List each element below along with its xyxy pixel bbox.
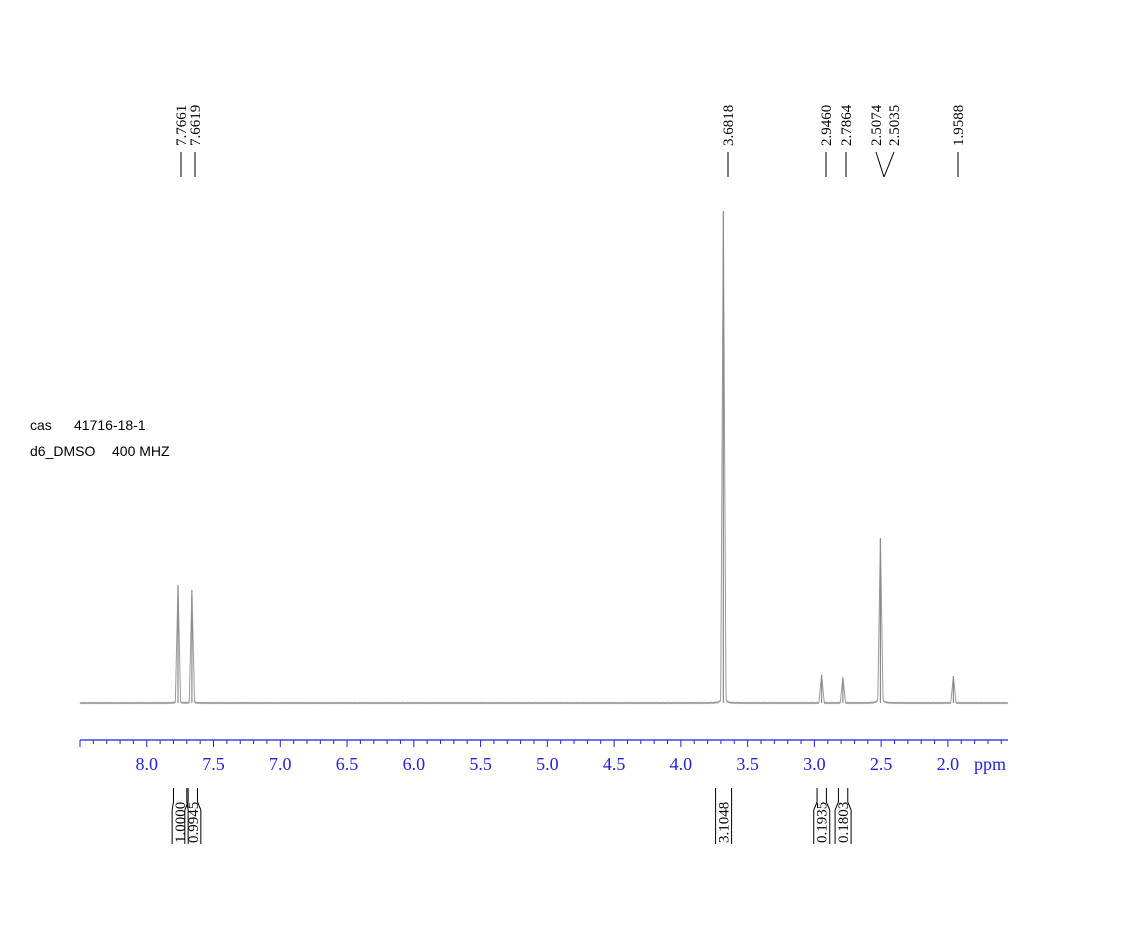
x-tick-label: 6.5 [336, 754, 359, 774]
peak-label: 3.6818 [721, 105, 737, 146]
peak-label: 2.5074 [869, 104, 885, 146]
x-tick-label: 2.0 [937, 754, 960, 774]
peak-label-tick [875, 151, 885, 178]
x-tick-label: 5.0 [536, 754, 559, 774]
frequency-label: 400 MHZ [112, 443, 170, 459]
integral-bracket [834, 788, 839, 811]
integral-value: 0.1935 [815, 802, 831, 843]
peak-label-tick [883, 151, 895, 178]
x-tick-label: 3.0 [803, 754, 826, 774]
peak-label: 2.7864 [839, 104, 855, 146]
cas-number: 41716-18-1 [74, 417, 146, 433]
x-axis-label: ppm [974, 754, 1006, 774]
integral-value: 3.1048 [717, 802, 733, 843]
x-tick-label: 4.0 [670, 754, 693, 774]
peak-label: 7.7661 [174, 105, 190, 146]
peak-label: 2.9460 [819, 105, 835, 146]
integral-value: 0.1803 [836, 802, 852, 843]
cas-label: cas [30, 417, 52, 433]
integral-bracket [171, 788, 174, 811]
peak-label: 2.5035 [887, 105, 903, 146]
x-tick-label: 3.5 [736, 754, 759, 774]
spectrum-trace [79, 213, 1009, 705]
x-tick-label: 7.0 [269, 754, 292, 774]
integral-bracket [186, 788, 189, 811]
x-tick-label: 5.5 [469, 754, 492, 774]
x-tick-label: 8.0 [136, 754, 159, 774]
solvent-label: d6_DMSO [30, 443, 96, 459]
x-tick-label: 7.5 [202, 754, 225, 774]
x-tick-label: 6.0 [403, 754, 426, 774]
x-axis: 8.0 7.5 7.0 6.5 6.0 5.5 5.0 4.5 4.0 3.5 3.0 2.5 2.0 p… [79, 739, 1008, 774]
peak-label: 7.6619 [188, 105, 204, 146]
peak-label: 1.9588 [951, 105, 967, 146]
integral-bracket [813, 788, 818, 811]
integral-bracket [847, 788, 852, 811]
integral-bracket [197, 788, 202, 811]
integral-value: 0.9945 [186, 802, 202, 843]
integral-bracket [825, 788, 831, 811]
x-tick-label: 4.5 [603, 754, 626, 774]
integral-bracket [184, 788, 189, 811]
spectrum-plot [79, 211, 1009, 705]
x-tick-label: 2.5 [870, 754, 893, 774]
